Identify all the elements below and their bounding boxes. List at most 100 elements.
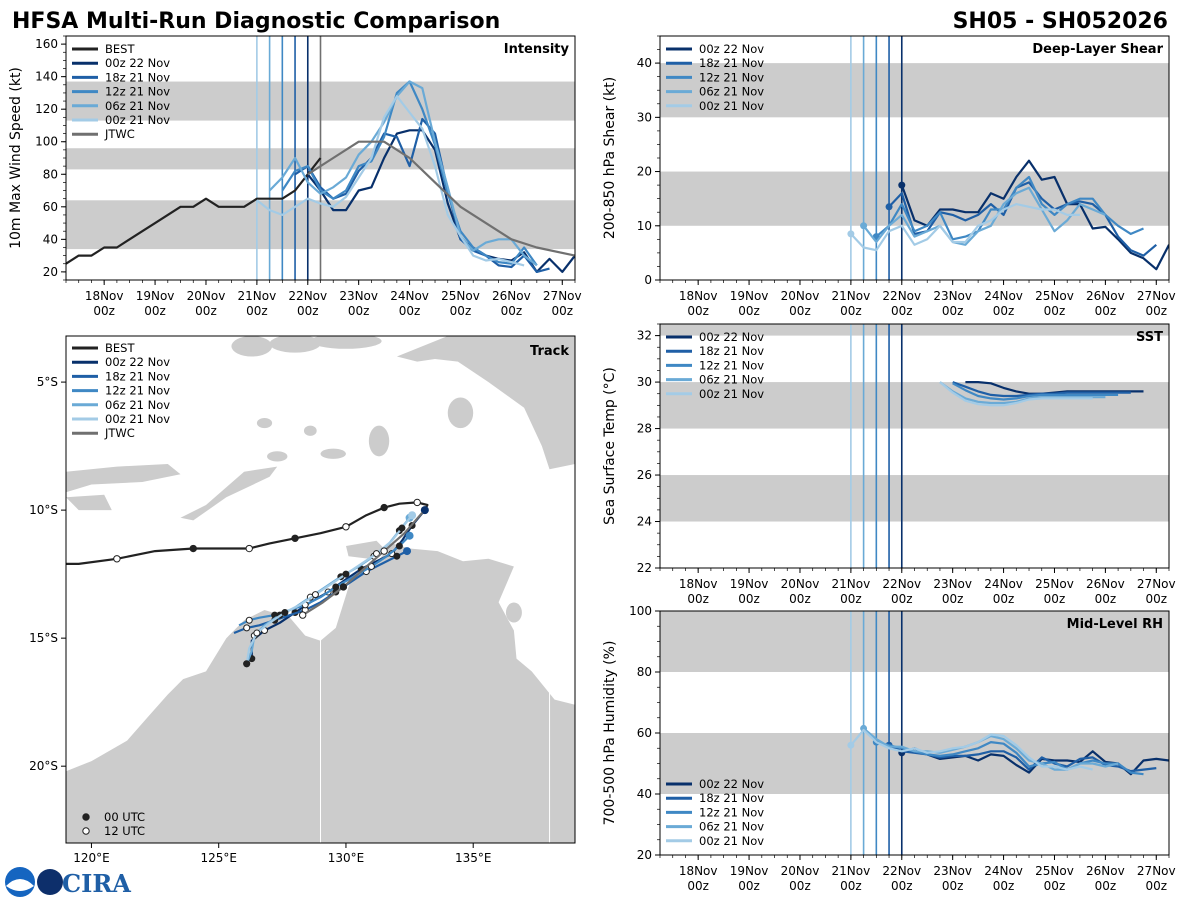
track-marker xyxy=(380,503,388,512)
track-line xyxy=(233,550,408,635)
legend-label: JTWC xyxy=(104,426,135,440)
track-marker xyxy=(393,552,401,560)
y-tick-label: 60 xyxy=(43,200,58,214)
lat-tick-label: 5°S xyxy=(37,375,58,389)
shear-panel: 0 10 20 30 40 18Nov 00z 19Nov 00z 20Nov 00z 21Nov 00… xyxy=(602,35,1176,318)
y-axis-label: 700-500 hPa Humidity (%) xyxy=(602,641,618,826)
legend-label: 12z 21 Nov xyxy=(699,358,764,372)
legend-label: 18z 21 Nov xyxy=(105,70,170,84)
legend-label: BEST xyxy=(105,341,135,355)
legend-label: JTWC xyxy=(104,127,135,141)
track-marker xyxy=(298,611,307,619)
x-tick-label: 24Nov 00z xyxy=(984,577,1023,606)
legend-label: 00z 22 Nov xyxy=(699,777,764,791)
y-tick-label: 120 xyxy=(35,102,58,116)
lon-tick-label: 130°E xyxy=(328,851,365,865)
init-marker xyxy=(898,181,906,189)
legend-label: 06z 21 Nov xyxy=(699,373,764,387)
sumba-island xyxy=(66,494,112,511)
legend-label: 18z 21 Nov xyxy=(699,791,764,805)
y-tick-label: 24 xyxy=(637,515,652,529)
init-marker xyxy=(408,511,417,520)
init-marker xyxy=(420,506,429,515)
series-line xyxy=(66,157,322,265)
track-marker xyxy=(395,542,403,550)
y-tick-label: 80 xyxy=(43,167,58,181)
series-line xyxy=(850,203,1080,252)
small-island xyxy=(310,336,382,349)
y-axis-label: 200-850 hPa Shear (kt) xyxy=(602,77,618,239)
x-tick-label: 18Nov 00z xyxy=(85,289,124,318)
x-tick-label: 20Nov 00z xyxy=(781,864,820,893)
noaa-logo-wave xyxy=(6,879,34,891)
init-marker xyxy=(403,547,412,556)
track-marker xyxy=(311,591,319,599)
series-line xyxy=(268,80,538,267)
plot-area xyxy=(66,36,575,280)
sst-panel: 22 24 26 28 30 32 18Nov 00z 19Nov 00z 20Nov 00z 21No… xyxy=(602,323,1176,606)
small-island xyxy=(303,425,317,436)
panel-title: SST xyxy=(1136,330,1163,345)
track-panel: 120°E 125°E 130°E 135°E 5°S 10°S 15°S 20°S Track… xyxy=(29,335,576,865)
series-line xyxy=(952,381,1131,398)
lat-tick-label: 20°S xyxy=(29,759,58,773)
small-island xyxy=(368,425,390,457)
y-tick-label: 10 xyxy=(637,219,652,233)
x-tick-label: 23Nov 00z xyxy=(933,289,972,318)
threshold-band xyxy=(660,611,1169,672)
y-axis-label: Sea Surface Temp (°C) xyxy=(602,367,618,525)
x-tick-label: 23Nov 00z xyxy=(933,577,972,606)
y-tick-label: 22 xyxy=(637,561,652,575)
x-tick-label: 23Nov 00z xyxy=(339,289,378,318)
track-marker xyxy=(189,544,197,553)
marker-legend-label: 12 UTC xyxy=(104,824,145,838)
x-tick-label: 20Nov 00z xyxy=(781,289,820,318)
x-tick-label: 24Nov 00z xyxy=(390,289,429,318)
init-marker xyxy=(885,203,893,211)
legend-label: 18z 21 Nov xyxy=(699,344,764,358)
legend-label: 00z 21 Nov xyxy=(699,834,764,848)
legend-label: BEST xyxy=(105,42,135,56)
x-tick-label: 20Nov 00z xyxy=(187,289,226,318)
series-line xyxy=(876,740,1144,776)
legend-label: 00z 21 Nov xyxy=(699,387,764,401)
x-tick-label: 21Nov 00z xyxy=(832,864,871,893)
lon-tick-label: 125°E xyxy=(200,851,237,865)
legend-label: 00z 21 Nov xyxy=(105,412,170,426)
x-tick-label: 22Nov 00z xyxy=(882,289,921,318)
x-tick-label: 18Nov 00z xyxy=(679,864,718,893)
legend-label: 12z 21 Nov xyxy=(105,384,170,398)
panel-title: Mid-Level RH xyxy=(1067,617,1163,632)
legend-label: 06z 21 Nov xyxy=(699,85,764,99)
x-tick-label: 19Nov 00z xyxy=(730,864,769,893)
threshold-band xyxy=(660,382,1169,429)
y-tick-label: 20 xyxy=(637,848,652,862)
x-tick-label: 27Nov 00z xyxy=(1137,864,1176,893)
threshold-band xyxy=(660,324,1169,336)
y-tick-label: 40 xyxy=(43,232,58,246)
series-line xyxy=(939,381,1093,407)
x-tick-label: 27Nov 00z xyxy=(1137,289,1176,318)
series-line xyxy=(900,159,1169,271)
y-tick-label: 0 xyxy=(644,273,652,287)
legend-label: 12z 21 Nov xyxy=(699,70,764,84)
map-area xyxy=(66,336,575,843)
x-tick-label: 26Nov 00z xyxy=(1086,577,1125,606)
marker-legend-label: 00 UTC xyxy=(104,810,145,824)
y-tick-label: 60 xyxy=(637,726,652,740)
y-tick-label: 28 xyxy=(637,422,652,436)
x-tick-label: 21Nov 00z xyxy=(832,577,871,606)
rh-panel: 20 40 60 80 100 18Nov 00z 19Nov 00z 20Nov 00z 21Nov… xyxy=(602,604,1176,893)
y-tick-label: 20 xyxy=(43,265,58,279)
track-marker xyxy=(243,624,251,632)
track-marker xyxy=(113,555,121,563)
plot-area xyxy=(660,36,1169,280)
legend-label: 00z 22 Nov xyxy=(699,330,764,344)
small-island xyxy=(231,336,273,357)
x-tick-label: 18Nov 00z xyxy=(679,289,718,318)
init-marker xyxy=(860,222,868,230)
small-island xyxy=(320,448,346,459)
init-marker xyxy=(405,531,414,540)
track-marker xyxy=(245,544,253,553)
y-tick-label: 26 xyxy=(637,468,652,482)
